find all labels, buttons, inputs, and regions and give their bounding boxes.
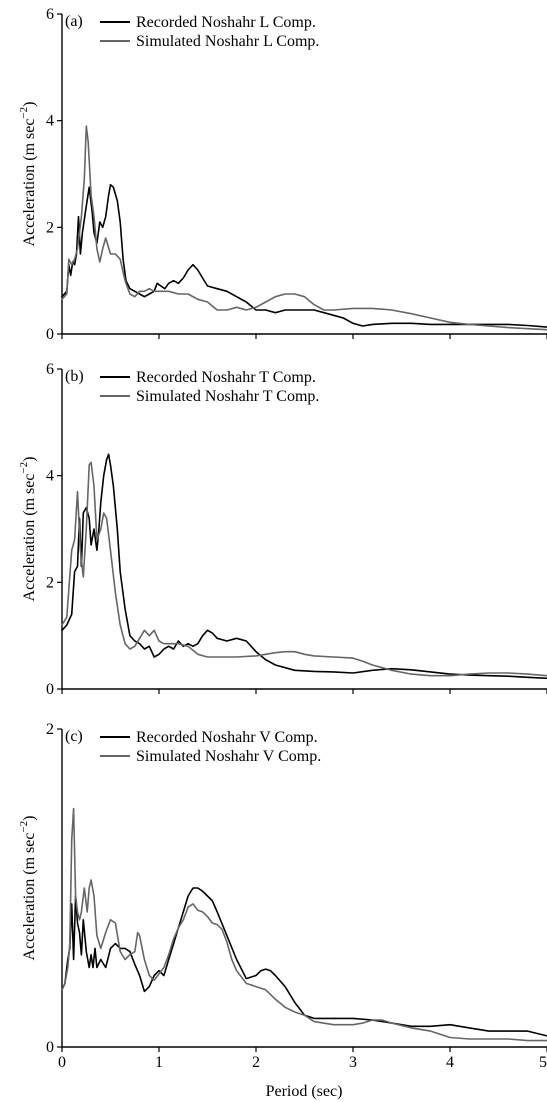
y-tick-label: 6 <box>46 361 54 378</box>
panel-label: (a) <box>65 13 83 30</box>
x-tick-label: 0 <box>58 1054 66 1071</box>
y-tick-label: 0 <box>46 326 54 343</box>
y-axis-label: Acceleration (m sec−2) <box>18 102 38 247</box>
y-tick-label: 4 <box>46 468 54 485</box>
chart-panels: 0 2 4 6 Acceleration (m sec−2) (a) Recorded No… <box>18 6 547 1071</box>
chart-panel: 0 2 4 6 Acceleration (m sec−2) (b) Recorded No… <box>18 361 547 698</box>
y-tick-label: 2 <box>46 219 54 236</box>
y-tick-label: 4 <box>46 113 54 130</box>
y-tick-label: 0 <box>46 681 54 698</box>
panel-label: (b) <box>65 368 84 385</box>
y-axis-label: Acceleration (m sec−2) <box>18 457 38 602</box>
legend-label: Recorded Noshahr T Comp. <box>136 369 316 386</box>
legend-label: Recorded Noshahr L Comp. <box>136 14 316 31</box>
legend-label: Recorded Noshahr V Comp. <box>136 729 318 746</box>
x-axis-label: Period (sec) <box>266 1083 343 1100</box>
y-tick-label: 6 <box>46 6 54 23</box>
series-line <box>61 125 547 331</box>
panel-label: (c) <box>65 728 83 745</box>
series-line <box>61 183 547 328</box>
x-tick-label: 2 <box>252 1054 260 1071</box>
legend-label: Simulated Noshahr L Comp. <box>136 33 319 50</box>
series-line <box>61 461 547 677</box>
chart-panel: 0 2 4 6 Acceleration (m sec−2) (a) Recorded No… <box>18 6 547 343</box>
legend-label: Simulated Noshahr T Comp. <box>136 388 319 405</box>
series-line <box>61 453 547 680</box>
legend-label: Simulated Noshahr V Comp. <box>136 748 321 765</box>
y-axis-label: Acceleration (m sec−2) <box>18 816 38 961</box>
x-tick-label: 4 <box>446 1054 454 1071</box>
y-tick-label: 0 <box>46 1039 54 1056</box>
y-tick-label: 2 <box>46 721 54 738</box>
y-tick-label: 2 <box>46 574 54 591</box>
series-line <box>61 807 547 1042</box>
chart-panel: 0 2 0 1 2 3 4 5 Acceleration (m sec−2) (c) Recorde… <box>18 721 547 1071</box>
series-line <box>61 887 547 1037</box>
x-tick-label: 3 <box>349 1054 357 1071</box>
x-tick-label: 1 <box>155 1054 163 1071</box>
x-tick-label: 5 <box>539 1054 547 1071</box>
